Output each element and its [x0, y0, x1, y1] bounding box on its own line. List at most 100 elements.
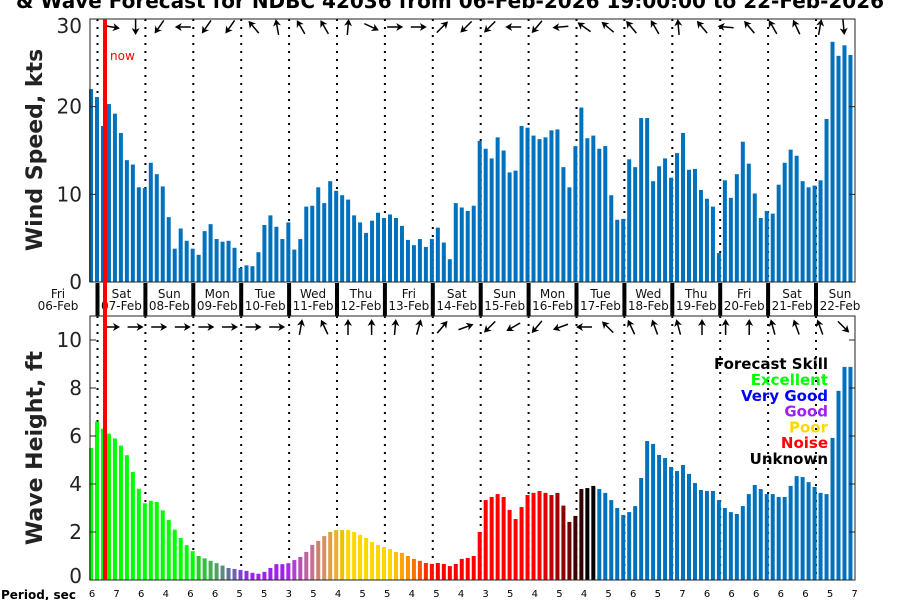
wind-panel-frame [89, 18, 856, 283]
period-value: 5 [433, 589, 439, 600]
direction-arrow-icon [531, 320, 543, 334]
arrow-head [254, 323, 262, 331]
y-tick-label: 2 [69, 520, 82, 544]
arrow-head [717, 22, 725, 31]
arrow-head [419, 23, 427, 31]
bar [190, 551, 195, 580]
y-tick-label: 10 [57, 182, 82, 206]
now-label: now [110, 49, 135, 63]
bar [112, 438, 117, 580]
bar [220, 565, 225, 580]
bar [710, 490, 715, 580]
bar [782, 496, 787, 580]
bar [848, 54, 853, 283]
bar [597, 489, 602, 580]
bar [334, 530, 339, 580]
day-of-week-label: Tue [254, 287, 276, 301]
bar [561, 167, 566, 282]
bar [352, 215, 357, 282]
bar [322, 203, 327, 282]
bar [603, 146, 608, 282]
bar [346, 199, 351, 282]
bar [633, 506, 638, 580]
day-separator [335, 283, 339, 316]
bar [172, 248, 177, 282]
bar [567, 187, 572, 282]
day-of-week-label: Thu [684, 287, 708, 301]
bar [100, 125, 105, 282]
bar [746, 494, 751, 580]
period-value: 6 [802, 589, 808, 600]
bar [435, 227, 440, 282]
bar [280, 564, 285, 580]
direction-arrow-icon [552, 23, 569, 32]
bar [818, 180, 823, 282]
day-of-week-label: Sun [493, 287, 516, 301]
direction-arrow-icon [410, 23, 427, 31]
bar [770, 213, 775, 282]
arrow-head [367, 319, 376, 326]
date-label: 20-Feb [724, 299, 765, 313]
direction-arrow-icon [531, 20, 543, 34]
direction-arrow-icon [505, 23, 522, 31]
bar [184, 240, 189, 282]
bar [328, 532, 333, 580]
arrow-head [839, 27, 848, 35]
bar [202, 558, 207, 580]
period-value: 6 [138, 589, 144, 600]
day-of-week-label: Wed [300, 287, 326, 301]
day-separator [718, 283, 723, 316]
y-tick-label: 0 [69, 270, 82, 294]
bar [621, 218, 626, 282]
period-value: 7 [679, 589, 685, 600]
bar [268, 568, 273, 580]
arrow-head [601, 321, 610, 330]
bar [124, 455, 129, 580]
direction-arrow-icon [601, 21, 615, 33]
arrow-head [273, 19, 281, 27]
arrow-head [344, 319, 352, 326]
period-value: 6 [753, 589, 759, 600]
bar [447, 566, 452, 580]
period-value: 5 [605, 589, 611, 600]
bar [824, 118, 829, 282]
bar [704, 198, 709, 282]
date-label: 11-Feb [293, 299, 334, 313]
period-value: 6 [212, 589, 218, 600]
bar [160, 510, 165, 580]
chart-title: & Wave Forecast for NDBC 42036 from 06-F… [16, 0, 884, 13]
bar [633, 167, 638, 282]
day-of-week-label: Fri [402, 287, 416, 301]
period-value: 6 [704, 589, 710, 600]
bar [728, 512, 733, 580]
arrow-head [391, 319, 400, 327]
direction-arrow-icon [744, 20, 755, 34]
bar [746, 163, 751, 282]
arrow-head [344, 19, 353, 27]
period-value: 5 [236, 589, 242, 600]
direction-arrow-icon [344, 19, 353, 36]
direction-arrow-icon [151, 323, 168, 331]
bar [639, 478, 644, 580]
period-value: 6 [778, 589, 784, 600]
bar [405, 239, 410, 282]
bar [292, 249, 297, 282]
bar [184, 545, 189, 580]
bar [316, 187, 321, 282]
arrow-head [792, 319, 800, 328]
day-separator [622, 283, 627, 316]
day-separator [478, 283, 483, 316]
bar [585, 488, 590, 580]
day-of-week-label: Sat [112, 287, 132, 301]
bar [489, 158, 494, 282]
bar [692, 168, 697, 282]
arrow-head [576, 323, 583, 331]
y-tick-label: 30 [57, 14, 82, 38]
bar [286, 222, 291, 282]
day-separator [382, 283, 387, 316]
day-of-week-label: Mon [540, 287, 565, 301]
bar [142, 188, 147, 282]
day-of-week-label: Fri [51, 287, 65, 301]
arrow-head [792, 19, 800, 28]
bar [591, 135, 596, 282]
